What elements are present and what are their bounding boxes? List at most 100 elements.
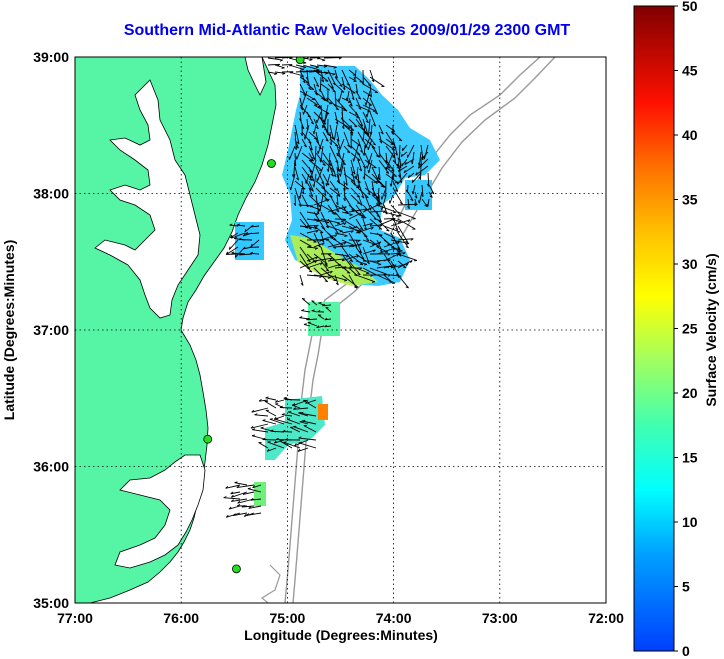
- velocity-vector: [336, 131, 340, 142]
- velocity-vector-head: [309, 270, 313, 273]
- velocity-vector-head: [324, 324, 328, 328]
- velocity-vector: [322, 304, 332, 307]
- velocity-vector: [336, 138, 341, 150]
- velocity-vector-head: [349, 145, 352, 149]
- velocity-vector: [390, 219, 411, 227]
- velocity-vector-head: [315, 230, 319, 233]
- velocity-vector: [320, 267, 337, 282]
- velocity-vector: [334, 83, 345, 93]
- colorbar-tick-label: 0: [682, 643, 690, 659]
- velocity-vector-head: [387, 166, 391, 169]
- velocity-vector: [250, 225, 260, 228]
- velocity-vector-head: [301, 191, 305, 195]
- velocity-vector: [267, 57, 283, 61]
- velocity-vector-head: [311, 178, 315, 182]
- velocity-vector: [336, 180, 349, 190]
- velocity-vector-head: [397, 221, 402, 223]
- velocity-vector: [348, 253, 364, 266]
- velocity-vector: [390, 246, 403, 252]
- velocity-vector-head: [309, 175, 312, 179]
- velocity-vector-head: [273, 440, 277, 444]
- velocity-vector: [355, 83, 359, 94]
- velocity-vector: [262, 420, 277, 425]
- velocity-vector: [327, 274, 348, 281]
- velocity-vector-head: [314, 137, 318, 140]
- velocity-vector-head: [321, 239, 325, 243]
- velocity-vector-head: [361, 138, 364, 142]
- velocity-vector: [355, 104, 371, 112]
- velocity-vector: [300, 90, 308, 109]
- velocity-vector-head: [336, 210, 340, 213]
- velocity-vector: [404, 158, 415, 166]
- velocity-vector-head: [396, 215, 400, 218]
- velocity-vector: [369, 69, 375, 83]
- velocity-vector: [327, 241, 347, 248]
- velocity-vector: [304, 124, 310, 140]
- velocity-vector: [295, 64, 307, 68]
- velocity-vector-head: [418, 176, 421, 180]
- velocity-vector: [336, 187, 341, 197]
- velocity-vector: [381, 194, 387, 211]
- velocity-vector-head: [310, 88, 314, 91]
- velocity-vector-head: [357, 159, 361, 161]
- velocity-vector-head: [352, 171, 356, 175]
- velocity-vector-head: [330, 173, 334, 177]
- velocity-vector: [308, 138, 313, 151]
- velocity-vector-head: [377, 201, 380, 205]
- velocity-vector: [313, 274, 331, 278]
- velocity-vector: [354, 69, 357, 80]
- velocity-vector-head: [335, 282, 339, 286]
- velocity-patch-north: [282, 66, 440, 286]
- velocity-vector-head: [315, 256, 318, 260]
- velocity-vector: [324, 318, 332, 321]
- velocity-vector: [355, 111, 364, 127]
- velocity-vector: [290, 173, 296, 191]
- velocity-vector-head: [247, 487, 251, 490]
- radar-station-marker: [232, 564, 241, 574]
- velocity-vector: [327, 97, 340, 111]
- velocity-vector: [299, 246, 311, 262]
- velocity-vector: [392, 187, 403, 205]
- velocity-vector: [355, 239, 362, 254]
- velocity-vector: [317, 314, 325, 320]
- velocity-vector: [355, 97, 362, 110]
- velocity-vector-head: [373, 123, 376, 127]
- velocity-vector: [397, 274, 409, 289]
- colorbar-tick-label: 45: [682, 63, 698, 79]
- velocity-vector-head: [327, 198, 330, 202]
- velocity-vector: [305, 173, 310, 184]
- velocity-vector: [317, 138, 324, 154]
- velocity-vector: [320, 218, 341, 224]
- velocity-vector: [299, 76, 310, 84]
- velocity-vector-head: [357, 184, 360, 188]
- colorbar-tick-label: 10: [682, 514, 698, 530]
- velocity-vector: [283, 441, 301, 449]
- colorbar-label: Surface Velocity (cm/s): [703, 253, 719, 406]
- velocity-vector-head: [332, 73, 336, 76]
- velocity-vector-head: [387, 274, 391, 277]
- velocity-vector-head: [225, 252, 229, 255]
- velocity-vector: [301, 166, 313, 181]
- velocity-vector-head: [326, 97, 329, 101]
- velocity-vector: [341, 230, 354, 234]
- velocity-vector-head: [250, 224, 254, 228]
- velocity-vector: [324, 325, 332, 328]
- velocity-vector-head: [372, 143, 376, 146]
- velocity-vector: [362, 267, 377, 276]
- velocity-vector-head: [310, 194, 314, 197]
- velocity-vector: [248, 505, 262, 509]
- velocity-vector-head: [343, 279, 348, 282]
- velocity-vector: [390, 173, 394, 187]
- velocity-vector: [383, 239, 401, 253]
- velocity-vector-head: [378, 219, 382, 223]
- velocity-vector: [299, 225, 318, 229]
- velocity-vector-head: [364, 102, 367, 106]
- velocity-vector-head: [294, 146, 297, 150]
- plot-frame: [74, 56, 607, 604]
- velocity-vector: [334, 118, 351, 129]
- velocity-vector-head: [300, 132, 303, 136]
- velocity-vector: [236, 484, 255, 489]
- velocity-vector-head: [312, 131, 315, 135]
- velocity-vector-head: [316, 84, 319, 87]
- velocity-vector: [223, 497, 241, 500]
